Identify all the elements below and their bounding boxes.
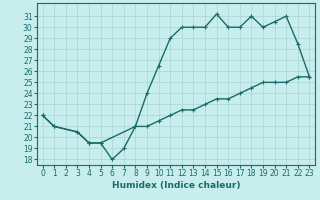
X-axis label: Humidex (Indice chaleur): Humidex (Indice chaleur) <box>112 181 240 190</box>
